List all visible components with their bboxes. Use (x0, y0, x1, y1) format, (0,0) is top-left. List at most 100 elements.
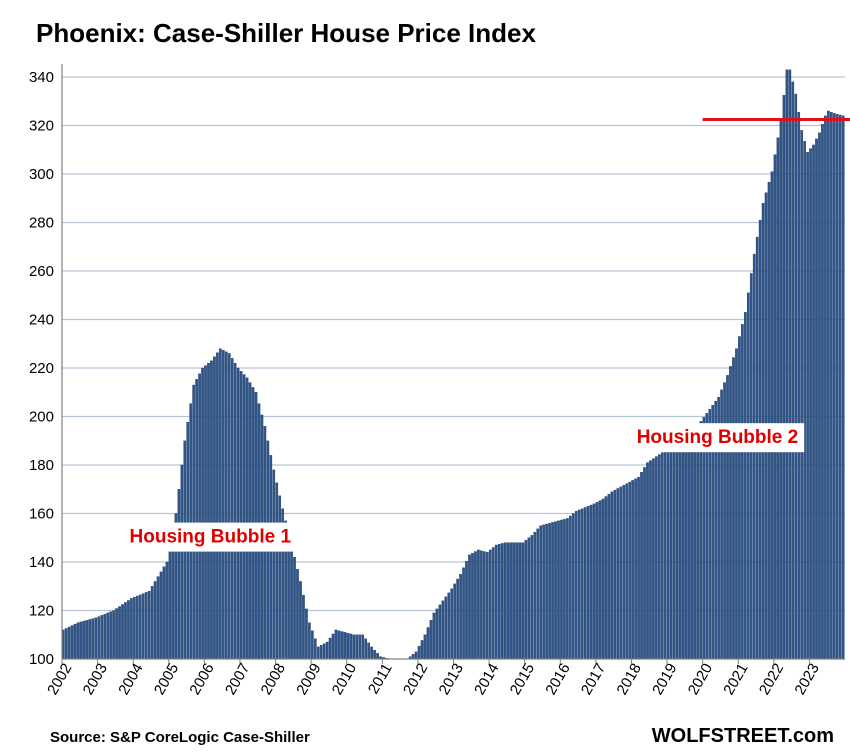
bar (586, 506, 590, 660)
bar (141, 593, 145, 660)
y-tick-label: 100 (29, 651, 54, 668)
y-tick-label: 300 (29, 166, 54, 183)
bar (361, 634, 365, 660)
bar (566, 518, 569, 660)
bar (346, 632, 350, 660)
bar (818, 132, 821, 660)
bar (598, 500, 602, 660)
bar (319, 645, 323, 660)
bar (488, 549, 492, 660)
bar (574, 510, 578, 660)
bar (177, 489, 181, 660)
x-tick-label: 2016 (542, 661, 573, 698)
bar (672, 443, 676, 660)
bar (459, 573, 462, 660)
bar (248, 382, 252, 660)
bar (631, 480, 634, 660)
bar (666, 447, 670, 660)
annotation-background (123, 522, 298, 552)
bar (652, 458, 655, 660)
bar (515, 542, 519, 660)
annotation-background (630, 423, 805, 453)
bar (293, 557, 296, 660)
bar (832, 113, 836, 660)
bar (509, 542, 513, 660)
bar (230, 358, 234, 660)
x-tick-label: 2012 (400, 661, 431, 698)
bar (800, 130, 804, 660)
bar (269, 455, 273, 660)
y-tick-label: 160 (29, 506, 54, 523)
bar (838, 114, 842, 660)
x-tick-label: 2017 (578, 661, 609, 698)
bar (577, 509, 581, 660)
bar (429, 620, 433, 660)
bar (426, 627, 430, 660)
bar (571, 513, 575, 660)
bar (85, 620, 89, 660)
bar (352, 634, 356, 660)
bar (130, 598, 133, 660)
bar (456, 578, 459, 660)
bar (109, 611, 112, 660)
x-tick-label: 2021 (720, 661, 751, 698)
bar (88, 619, 92, 660)
bar (841, 115, 845, 660)
x-tick-label: 2015 (507, 661, 538, 698)
bar (219, 348, 222, 660)
bar (373, 649, 376, 660)
x-tick-label: 2005 (151, 661, 182, 698)
y-tick-label: 120 (29, 603, 54, 620)
bar (471, 552, 474, 660)
x-tick-label: 2004 (115, 661, 146, 698)
bar (616, 488, 620, 660)
bar (103, 613, 107, 660)
bar (236, 367, 240, 660)
bar (560, 519, 563, 660)
bar (563, 519, 566, 660)
bar (687, 430, 691, 660)
bar (370, 646, 373, 660)
bar (376, 653, 379, 660)
bar (441, 600, 445, 660)
bar (494, 544, 498, 660)
bar (411, 654, 415, 660)
bar (551, 522, 554, 660)
bar (767, 181, 771, 660)
bar (275, 482, 279, 660)
x-tick-label: 2019 (649, 661, 680, 698)
bar (115, 608, 118, 660)
bar (640, 472, 643, 660)
bar (159, 571, 163, 660)
bar (583, 507, 587, 660)
x-tick-label: 2013 (436, 661, 467, 698)
bar (589, 504, 593, 660)
bar (824, 115, 827, 660)
bar (663, 450, 667, 660)
bar (112, 610, 115, 660)
bar (536, 528, 540, 660)
bar (669, 445, 673, 660)
bar (210, 360, 213, 660)
bar (150, 586, 154, 660)
bar (542, 524, 545, 660)
bar (245, 377, 249, 660)
bar (649, 460, 652, 660)
bar (527, 537, 531, 660)
bar (812, 144, 815, 660)
bar (242, 374, 246, 660)
bar (224, 351, 228, 660)
bar (643, 467, 646, 660)
bar (316, 646, 320, 660)
bar (168, 545, 172, 660)
bar (331, 633, 335, 660)
bar (79, 621, 83, 660)
bar (770, 171, 774, 660)
bar (785, 69, 789, 660)
bar (144, 592, 148, 660)
bar (367, 642, 371, 660)
bar (483, 551, 486, 660)
bar (340, 631, 344, 660)
bar (548, 523, 551, 660)
bar (681, 435, 685, 660)
